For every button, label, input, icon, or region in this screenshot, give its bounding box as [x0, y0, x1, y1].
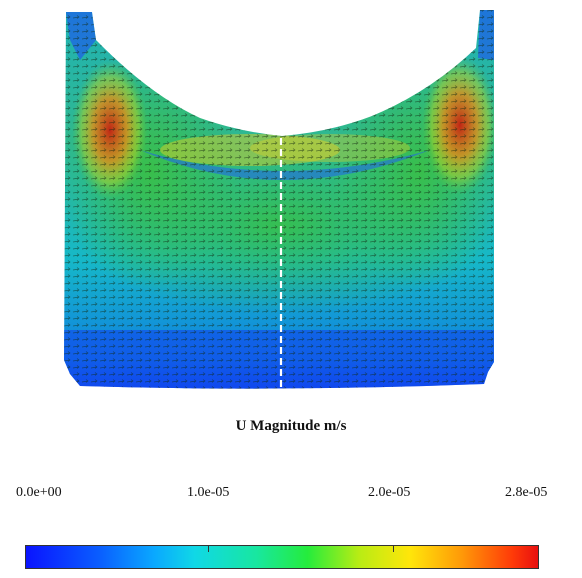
tick-label-3: 2.8e-05: [505, 485, 548, 500]
tick-label-1: 1.0e-05: [187, 485, 230, 500]
tick-label-2: 2.0e-05: [368, 485, 411, 500]
colorbar-title: U Magnitude m/s: [235, 418, 347, 434]
velocity-field-plot: [64, 10, 494, 390]
colorbar-tick-1: [208, 546, 209, 552]
tick-label-0: 0.0e+00: [16, 485, 62, 500]
colorbar-tick-2: [393, 546, 394, 552]
colorbar: [25, 545, 539, 569]
